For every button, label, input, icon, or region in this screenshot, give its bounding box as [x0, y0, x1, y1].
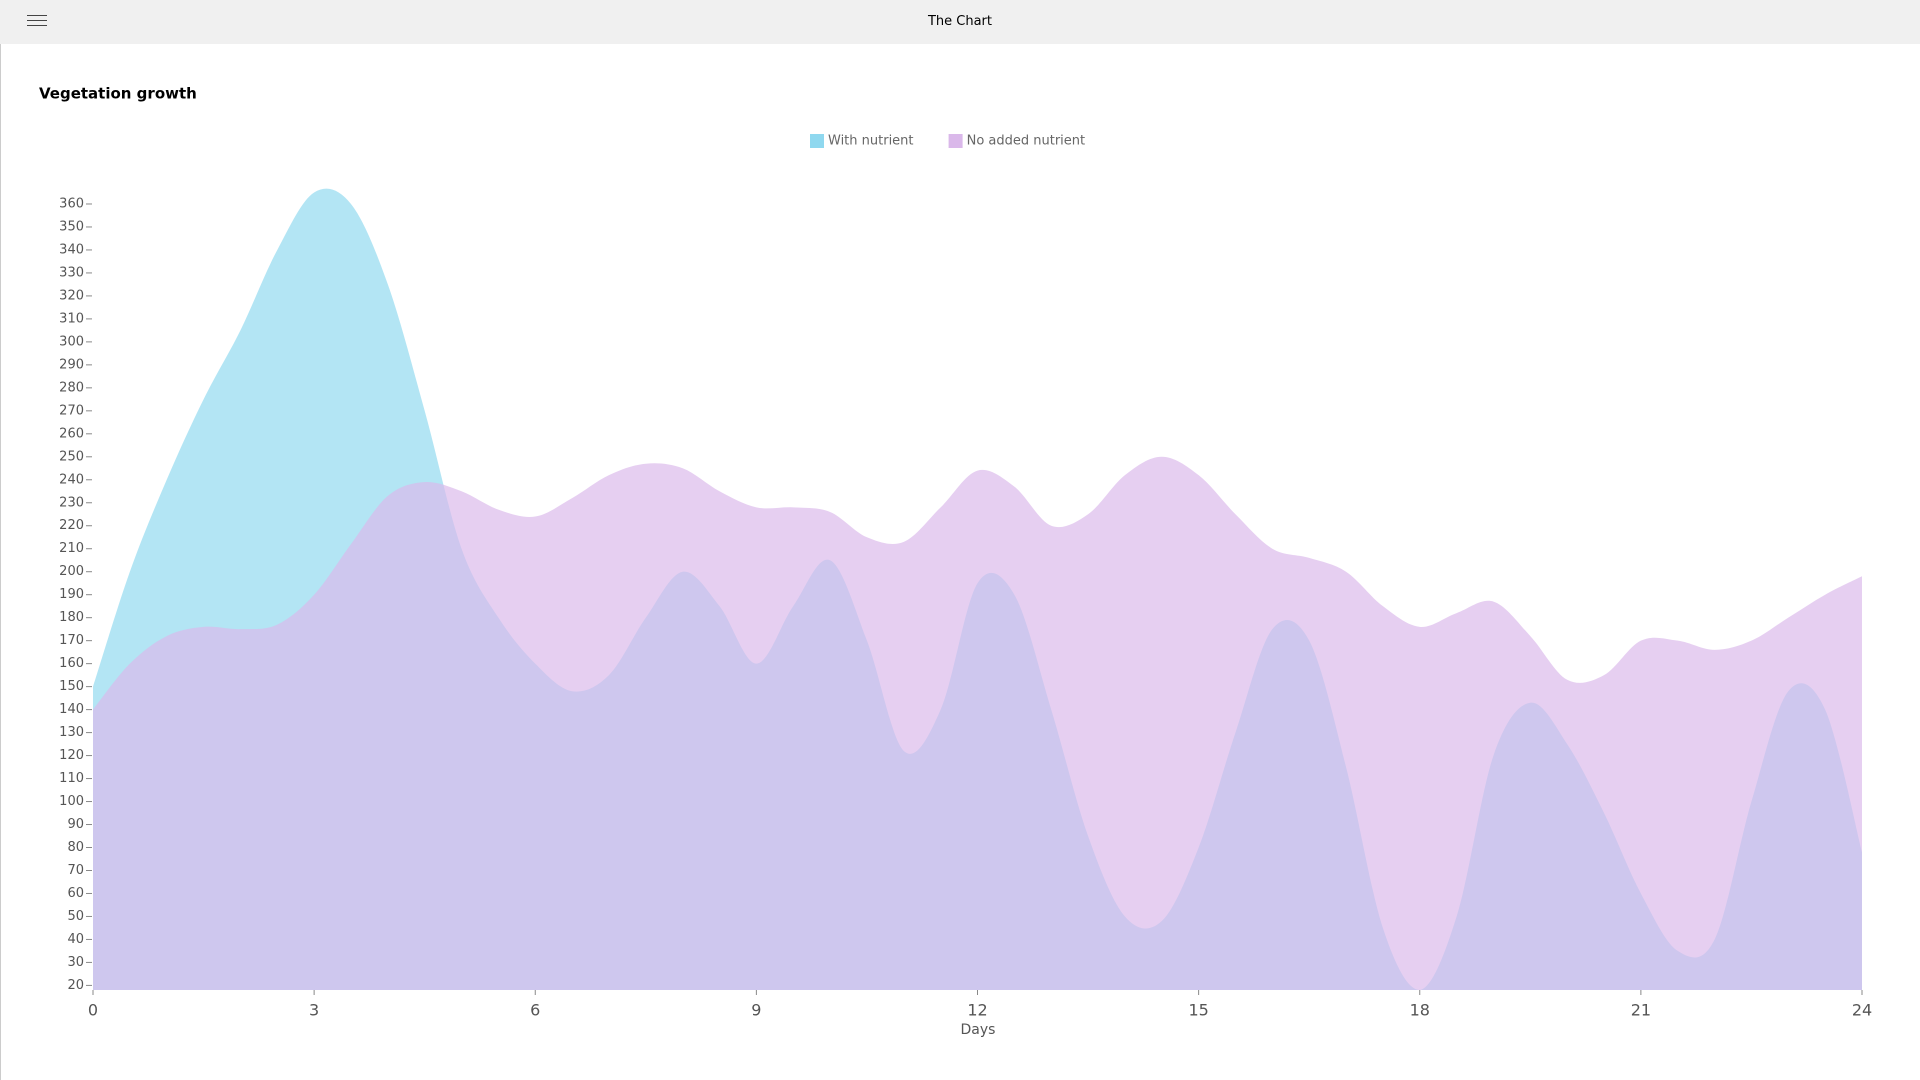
- y-tick-label: 250: [59, 449, 84, 464]
- y-tick-label: 110: [59, 771, 84, 786]
- header: The Chart: [0, 0, 1920, 44]
- y-tick-label: 50: [67, 909, 84, 924]
- y-tick-label: 130: [59, 725, 84, 740]
- window-border: [0, 44, 1, 1080]
- y-tick-label: 60: [67, 886, 84, 901]
- legend-label: No added nutrient: [967, 134, 1086, 149]
- y-tick-label: 240: [59, 472, 84, 487]
- y-tick-label: 170: [59, 633, 84, 648]
- y-tick-label: 320: [59, 288, 84, 303]
- y-tick-label: 30: [67, 955, 84, 970]
- y-tick-label: 20: [67, 978, 84, 993]
- y-tick-label: 90: [67, 817, 84, 832]
- area: [93, 456, 1862, 991]
- x-tick-label: 18: [1410, 1001, 1430, 1020]
- legend-swatch: [948, 134, 963, 148]
- y-tick-label: 230: [59, 495, 84, 510]
- app-title: The Chart: [927, 14, 993, 29]
- x-tick-label: 12: [967, 1001, 987, 1020]
- y-tick-label: 70: [67, 863, 84, 878]
- x-axis-label: Days: [961, 1022, 996, 1038]
- y-tick-label: 190: [59, 587, 84, 602]
- y-tick-label: 290: [59, 357, 84, 372]
- y-tick-label: 210: [59, 541, 84, 556]
- y-tick-label: 360: [59, 196, 84, 211]
- y-tick-label: 350: [59, 219, 84, 234]
- x-tick-label: 15: [1188, 1001, 1208, 1020]
- x-tick-label: 0: [88, 1001, 98, 1020]
- y-tick-label: 80: [67, 840, 84, 855]
- y-tick-label: 260: [59, 426, 84, 441]
- y-tick-label: 270: [59, 403, 84, 418]
- x-tick-label: 24: [1852, 1001, 1872, 1020]
- x-tick-label: 3: [309, 1001, 319, 1020]
- y-tick-label: 40: [67, 932, 84, 947]
- y-tick-label: 300: [59, 334, 84, 349]
- y-tick-label: 280: [59, 380, 84, 395]
- legend-swatch: [810, 134, 824, 148]
- menu-button[interactable]: [27, 15, 47, 29]
- y-tick-label: 140: [59, 702, 84, 717]
- y-tick-label: 330: [59, 265, 84, 280]
- y-tick-label: 340: [59, 242, 84, 257]
- legend-label: With nutrient: [828, 134, 914, 149]
- y-tick-label: 220: [59, 518, 84, 533]
- x-tick-label: 21: [1631, 1001, 1651, 1020]
- y-tick-label: 160: [59, 656, 84, 671]
- y-tick-label: 100: [59, 794, 84, 809]
- y-tick-label: 310: [59, 311, 84, 326]
- y-tick-label: 180: [59, 610, 84, 625]
- y-tick-label: 120: [59, 748, 84, 763]
- x-tick-label: 6: [530, 1001, 540, 1020]
- y-tick-label: 200: [59, 564, 84, 579]
- x-tick-label: 9: [751, 1001, 761, 1020]
- chart-title: Vegetation growth: [39, 85, 197, 103]
- y-tick-label: 150: [59, 679, 84, 694]
